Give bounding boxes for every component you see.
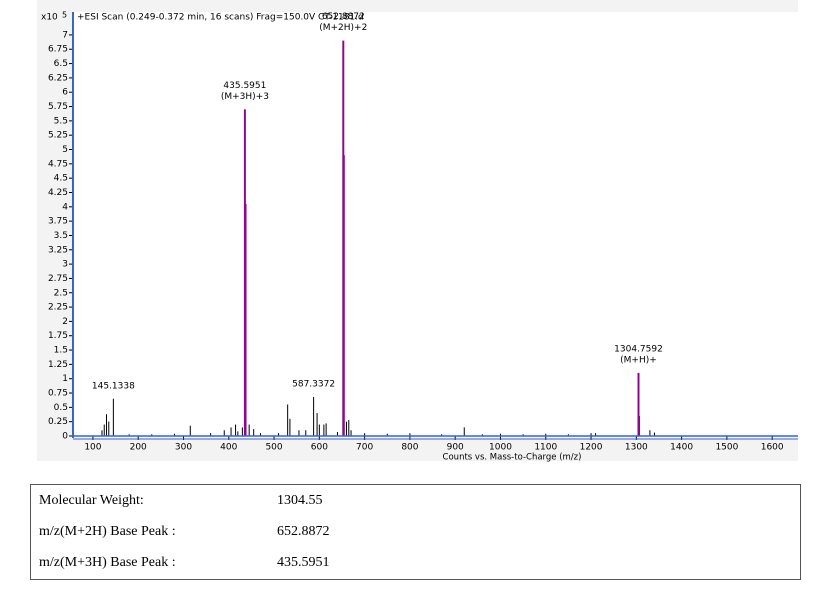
x-tick-label: 1100 (534, 443, 557, 453)
y-tick-label: 3 (62, 260, 68, 270)
label-cell: Molecular Weight: (39, 493, 144, 508)
x-tick-label: 400 (220, 443, 237, 453)
x-tick-label: 900 (447, 443, 464, 453)
ion-label: (M+H)+ (620, 355, 657, 365)
y-tick-label: 3.75 (48, 217, 68, 227)
value-cell: 652.8872 (277, 524, 330, 539)
y-tick-label: 3.5 (54, 231, 68, 241)
y-scale-exponent: 5 (62, 11, 67, 20)
y-tick-label: 5.5 (54, 116, 68, 126)
y-tick-label: 6.75 (48, 45, 68, 55)
y-tick-label: 4.5 (54, 174, 68, 184)
x-tick-label: 100 (84, 443, 101, 453)
x-tick-label: 500 (265, 443, 282, 453)
y-scale-base: x10 (41, 13, 58, 23)
table-row: m/z(M+3H) Base Peak : 435.5951 (31, 547, 800, 578)
x-tick-label: 200 (130, 443, 147, 453)
table: Molecular Weight: 1304.55 m/z(M+2H) Base P… (30, 484, 801, 580)
y-tick-label: 0.75 (48, 389, 68, 399)
y-tick-label: 0.25 (48, 417, 68, 427)
x-tick-label: 1600 (761, 443, 784, 453)
x-tick-label: 600 (311, 443, 328, 453)
x-axis-label: Counts vs. Mass-to-Charge (m/z) (443, 453, 582, 463)
y-tick-label: 1.5 (54, 346, 68, 356)
y-tick-label: 2 (62, 317, 68, 327)
table-row: Molecular Weight: 1304.55 (31, 485, 800, 516)
y-tick-label: 0.5 (54, 403, 68, 413)
peak-label: 435.5951 (223, 81, 266, 91)
y-tick-label: 1.75 (48, 331, 68, 341)
table-row: m/z(M+2H) Base Peak : 652.8872 (31, 516, 800, 547)
x-tick-label: 1000 (489, 443, 512, 453)
y-tick-label: 0 (62, 432, 68, 442)
x-tick-label: 300 (175, 443, 192, 453)
y-tick-label: 5 (62, 145, 68, 155)
x-tick-label: 1500 (715, 443, 738, 453)
y-tick-label: 6.5 (54, 59, 68, 69)
y-tick-label: 5.25 (48, 131, 68, 141)
y-tick-label: 2.5 (54, 288, 68, 298)
y-tick-label: 1 (62, 374, 68, 384)
y-tick-label: 6.25 (48, 73, 68, 83)
y-tick-label: 6 (62, 88, 68, 98)
y-tick-label: 2.75 (48, 274, 68, 284)
y-tick-label: 1.25 (48, 360, 68, 370)
y-tick-label: 3.25 (48, 245, 68, 255)
peak-label: 587.3372 (292, 380, 335, 390)
label-cell: m/z(M+3H) Base Peak : (39, 555, 176, 570)
x-tick-label: 800 (401, 443, 418, 453)
y-tick-label: 5.75 (48, 102, 68, 112)
x-tick-label: 1400 (670, 443, 693, 453)
peak-label: 652.8872 (322, 12, 365, 22)
peak-label: 145.1338 (92, 381, 135, 391)
y-tick-label: 2.25 (48, 303, 68, 313)
y-tick-label: 4.75 (48, 159, 68, 169)
x-tick-label: 1200 (580, 443, 603, 453)
chart: x10 5 +ESI Scan (0.249-0.372 min, 16 sca… (37, 0, 798, 463)
ion-label: (M+3H)+3 (221, 92, 269, 102)
x-tick-label: 700 (356, 443, 373, 453)
chart-title: +ESI Scan (0.249-0.372 min, 16 scans) Fr… (77, 13, 364, 23)
ion-label: (M+2H)+2 (319, 23, 367, 33)
y-tick-label: 7 (62, 30, 68, 40)
y-tick-label: 4.25 (48, 188, 68, 198)
y-tick-label: 4 (62, 202, 68, 212)
peak-label: 1304.7592 (614, 344, 663, 354)
value-cell: 1304.55 (277, 493, 323, 508)
value-cell: 435.5951 (277, 555, 330, 570)
label-cell: m/z(M+2H) Base Peak : (39, 524, 176, 539)
x-tick-label: 1300 (625, 443, 648, 453)
plot-area (73, 12, 798, 437)
